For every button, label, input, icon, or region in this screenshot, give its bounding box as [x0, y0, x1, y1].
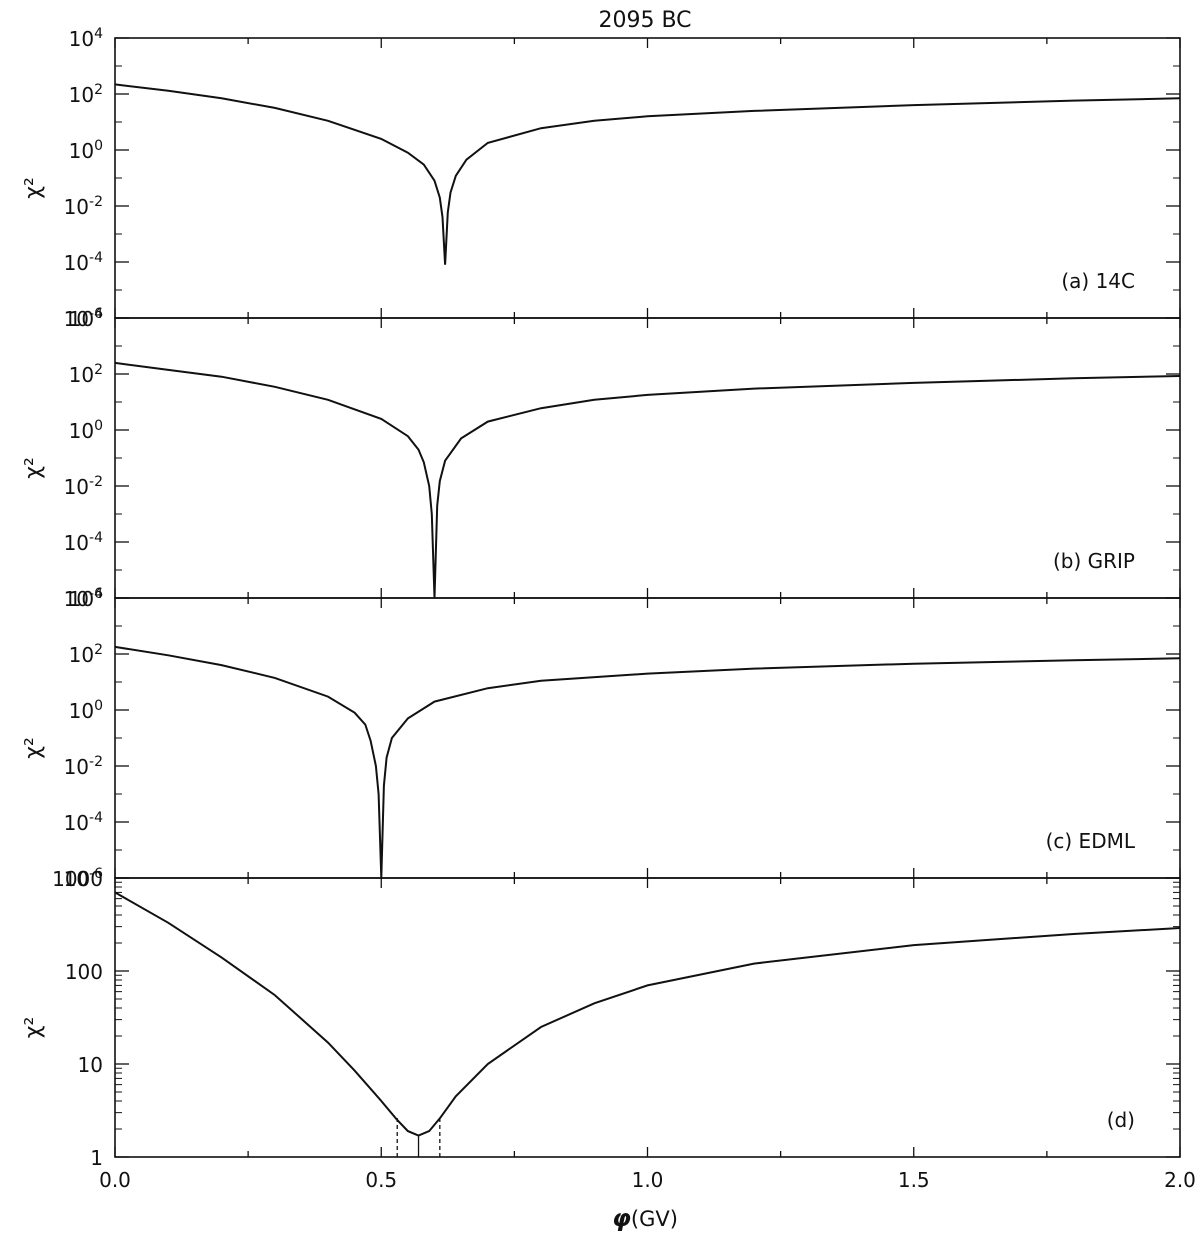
- y-tick-base: 10: [69, 83, 94, 107]
- y-tick-label: 10-6: [64, 866, 104, 891]
- y-tick-base: 10: [64, 195, 89, 219]
- y-axis-label: χ²: [21, 737, 46, 759]
- y-tick-label: 10-4: [64, 810, 104, 835]
- y-tick-label: 102: [69, 82, 103, 107]
- panel-label: (d): [1107, 1108, 1135, 1132]
- y-tick-label: 10-2: [64, 754, 103, 779]
- y-tick-base: 10: [64, 307, 89, 331]
- panel-frame: [114, 877, 1181, 1158]
- y-tick-label: 100: [65, 960, 103, 984]
- y-tick-exponent: -4: [89, 810, 103, 826]
- x-axis-label: φ(GV): [612, 1204, 678, 1232]
- y-tick-base: 10: [64, 811, 89, 835]
- panel-label: (c) EDML: [1046, 829, 1136, 853]
- y-tick-label: 10-6: [64, 306, 104, 331]
- y-tick-exponent: -4: [89, 250, 103, 266]
- y-tick-base: 10: [64, 755, 89, 779]
- panel-label: (b) GRIP: [1053, 549, 1135, 573]
- y-tick-exponent: 0: [94, 698, 103, 714]
- y-tick-base: 10: [69, 139, 94, 163]
- y-tick-label: 100: [69, 138, 103, 163]
- y-tick-exponent: 4: [94, 586, 103, 602]
- y-tick-base: 10: [64, 251, 89, 275]
- y-tick-label: 100: [69, 418, 103, 443]
- y-axis-label: χ²: [21, 177, 46, 199]
- y-tick-exponent: 2: [94, 362, 103, 378]
- y-axis-label: χ²: [21, 457, 46, 479]
- y-tick-base: 10: [64, 531, 89, 555]
- y-tick-exponent: -6: [89, 306, 103, 322]
- x-tick-label: 2.0: [1164, 1168, 1196, 1192]
- y-tick-exponent: -6: [89, 586, 103, 602]
- y-tick-label: 104: [69, 586, 103, 611]
- y-tick-base: 10: [69, 307, 94, 331]
- y-tick-exponent: -2: [89, 194, 103, 210]
- y-tick-exponent: 0: [94, 138, 103, 154]
- figure-title: 2095 BC: [598, 8, 691, 33]
- y-tick-exponent: -6: [89, 866, 103, 882]
- x-axis-symbol: φ: [612, 1204, 631, 1232]
- y-tick-base: 10: [69, 363, 94, 387]
- y-tick-base: 10: [64, 867, 89, 891]
- y-tick-exponent: -2: [89, 474, 103, 490]
- x-tick-label: 1.0: [632, 1168, 664, 1192]
- panel-4: 1000 100 10 1 χ² (d) 0.0 0.5 1.0 1.5 2.0: [21, 867, 1196, 1192]
- panel-frame: [114, 597, 1181, 879]
- y-tick-label: 10: [78, 1053, 103, 1077]
- series-line: [114, 83, 1181, 265]
- y-tick-base: 10: [69, 587, 94, 611]
- y-tick-label: 10-2: [64, 474, 103, 499]
- y-tick-exponent: 0: [94, 418, 103, 434]
- y-tick-base: 10: [69, 643, 94, 667]
- series-line: [114, 645, 1181, 879]
- y-tick-label: 104: [69, 26, 103, 51]
- y-tick-base: 10: [64, 475, 89, 499]
- y-tick-label: 1: [90, 1146, 103, 1170]
- y-tick-base: 10: [69, 699, 94, 723]
- series-line: [114, 361, 1181, 599]
- x-axis-unit: (GV): [631, 1207, 678, 1231]
- y-tick-exponent: 2: [94, 82, 103, 98]
- y-tick-base: 10: [64, 587, 89, 611]
- y-tick-label: 100: [69, 698, 103, 723]
- x-tick-label: 0.5: [365, 1168, 397, 1192]
- panel-label: (a) 14C: [1061, 269, 1135, 293]
- y-tick-label: 102: [69, 362, 103, 387]
- y-tick-exponent: 2: [94, 642, 103, 658]
- panel-frame: [114, 317, 1181, 599]
- y-tick-label: 10-4: [64, 250, 104, 275]
- y-tick-label: 10-6: [64, 586, 104, 611]
- y-tick-base: 10: [69, 27, 94, 51]
- y-tick-base: 10: [69, 419, 94, 443]
- y-tick-exponent: 4: [94, 306, 103, 322]
- y-tick-label: 1000: [52, 867, 103, 891]
- x-tick-label: 0.0: [99, 1168, 131, 1192]
- y-tick-exponent: 4: [94, 26, 103, 42]
- x-tick-label: 1.5: [898, 1168, 930, 1192]
- y-tick-label: 102: [69, 642, 103, 667]
- y-tick-exponent: -2: [89, 754, 103, 770]
- y-tick-label: 10-2: [64, 194, 103, 219]
- y-tick-exponent: -4: [89, 530, 103, 546]
- y-tick-label: 104: [69, 306, 103, 331]
- y-tick-label: 10-4: [64, 530, 104, 555]
- panel-frame: [114, 37, 1181, 319]
- y-axis-label: χ²: [21, 1017, 46, 1039]
- series-line: [114, 891, 1181, 1137]
